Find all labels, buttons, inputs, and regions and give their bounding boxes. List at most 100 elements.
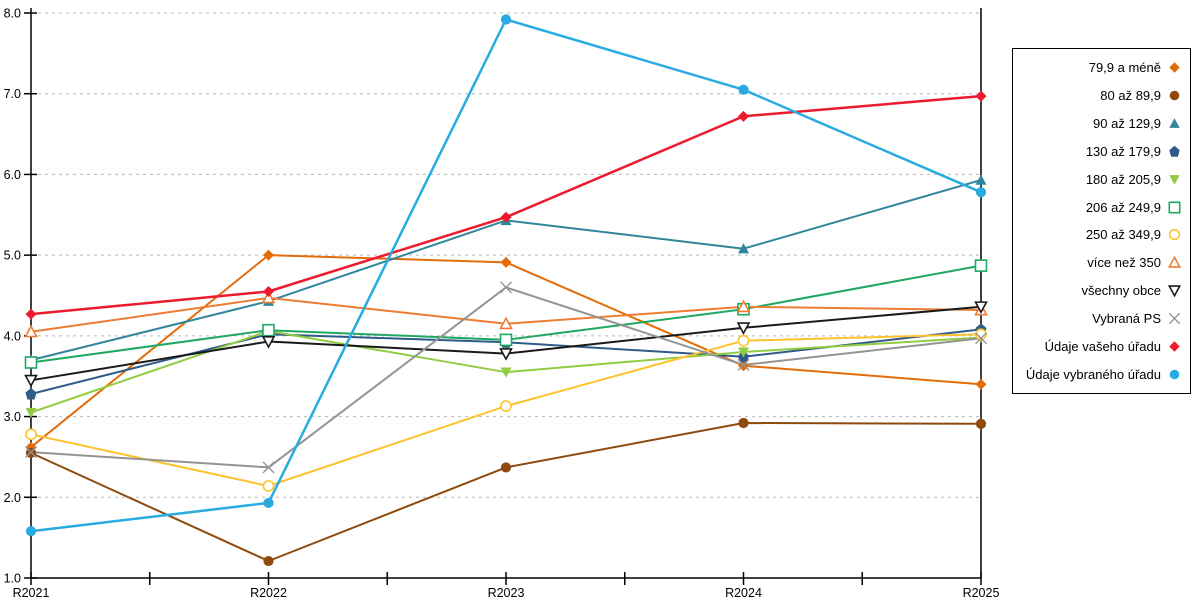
marker (25, 428, 37, 441)
marker (1168, 201, 1181, 214)
y-axis-label: 7.0 (4, 87, 21, 101)
legend-label: 79,9 a méně (1088, 60, 1161, 76)
marker (1168, 229, 1181, 241)
legend-label: Údaje vybraného úřadu (1025, 366, 1161, 382)
circle-marker-icon (1169, 90, 1180, 101)
marker (1169, 62, 1180, 74)
marker (1169, 118, 1180, 128)
legend-item-9: Vybraná PS (1017, 305, 1182, 331)
marker (975, 187, 987, 198)
legend-item-2: 90 až 129,9 (1017, 111, 1182, 137)
marker (261, 336, 276, 349)
y-axis-label: 4.0 (4, 329, 21, 343)
legend-label: 180 až 205,9 (1085, 171, 1161, 187)
marker (975, 418, 987, 429)
marker (974, 259, 988, 272)
marker (975, 90, 987, 102)
marker (499, 316, 513, 330)
legend-label: 206 až 249,9 (1085, 199, 1161, 215)
marker (500, 14, 512, 25)
marker (1169, 341, 1180, 352)
legend-item-1: 80 až 89,9 (1017, 83, 1182, 109)
marker (738, 243, 749, 254)
diamond-marker-icon (1169, 341, 1180, 352)
triangle-down-marker-icon (1169, 174, 1180, 185)
marker (974, 301, 988, 314)
y-axis-label: 8.0 (4, 7, 21, 21)
series-line-11 (29, 18, 983, 533)
legend-label: více než 350 (1087, 255, 1161, 271)
x-axis-label: R2022 (250, 586, 287, 600)
marker (263, 497, 274, 509)
legend-item-11: Údaje vybraného úřadu (1017, 361, 1182, 387)
marker (1169, 90, 1180, 101)
marker (737, 334, 750, 347)
marker (738, 110, 749, 122)
diamond-marker-icon (1169, 62, 1180, 74)
circle-marker-icon (1168, 229, 1181, 241)
x-axis-label: R2021 (13, 586, 50, 600)
marker (262, 461, 275, 474)
marker (262, 323, 275, 337)
triangle-up-marker-icon (1169, 118, 1180, 128)
legend: 79,9 a méně 80 až 89,9 90 až 129,9 130 až 1… (1012, 48, 1191, 394)
x-marker-icon (1168, 312, 1181, 325)
y-axis-label: 3.0 (4, 410, 21, 424)
marker (25, 526, 37, 537)
series-line-1 (30, 422, 982, 562)
marker (1167, 285, 1182, 298)
marker (500, 367, 512, 378)
x-axis-label: R2023 (488, 586, 525, 600)
series-line-5 (30, 264, 982, 364)
legend-label: 130 až 179,9 (1085, 143, 1161, 159)
series-line-10 (29, 94, 983, 316)
marker (738, 347, 749, 358)
marker (500, 400, 512, 412)
marker (737, 358, 750, 371)
pentagon-marker-icon (1169, 145, 1180, 157)
y-axis-label: 1.0 (4, 572, 21, 586)
marker (263, 555, 274, 567)
marker (25, 387, 37, 400)
marker (738, 84, 749, 95)
marker (24, 356, 38, 369)
marker (736, 299, 751, 313)
legend-label: 90 až 129,9 (1093, 116, 1161, 132)
marker (24, 374, 38, 388)
marker (499, 348, 513, 361)
legend-label: Údaje vašeho úřadu (1044, 338, 1161, 354)
marker (500, 281, 512, 294)
legend-item-3: 130 až 179,9 (1017, 138, 1182, 164)
marker (24, 324, 38, 338)
y-axis-label: 6.0 (4, 168, 21, 182)
marker (261, 290, 276, 304)
marker (1169, 145, 1180, 157)
triangle-down-marker-icon (1167, 285, 1182, 298)
marker (500, 462, 512, 473)
marker (975, 174, 987, 185)
legend-label: 250 až 349,9 (1085, 227, 1161, 243)
legend-item-0: 79,9 a méně (1017, 55, 1182, 81)
marker (975, 328, 987, 341)
marker (1169, 174, 1180, 185)
x-axis-label: R2025 (963, 586, 1000, 600)
marker (263, 285, 274, 297)
marker (1169, 369, 1180, 379)
marker (738, 417, 749, 429)
marker (975, 332, 987, 345)
legend-label: 80 až 89,9 (1100, 88, 1161, 104)
y-axis-label: 5.0 (4, 249, 21, 263)
circle-marker-icon (1169, 369, 1180, 379)
marker (263, 249, 274, 261)
marker (500, 211, 512, 223)
legend-item-6: 250 až 349,9 (1017, 222, 1182, 248)
legend-item-8: všechny obce (1017, 278, 1182, 304)
marker (262, 480, 275, 492)
legend-label: všechny obce (1081, 283, 1162, 299)
marker (736, 322, 751, 335)
legend-item-5: 206 až 249,9 (1017, 194, 1182, 220)
legend-item-4: 180 až 205,9 (1017, 166, 1182, 192)
square-marker-icon (1168, 201, 1181, 214)
marker (1168, 312, 1181, 325)
